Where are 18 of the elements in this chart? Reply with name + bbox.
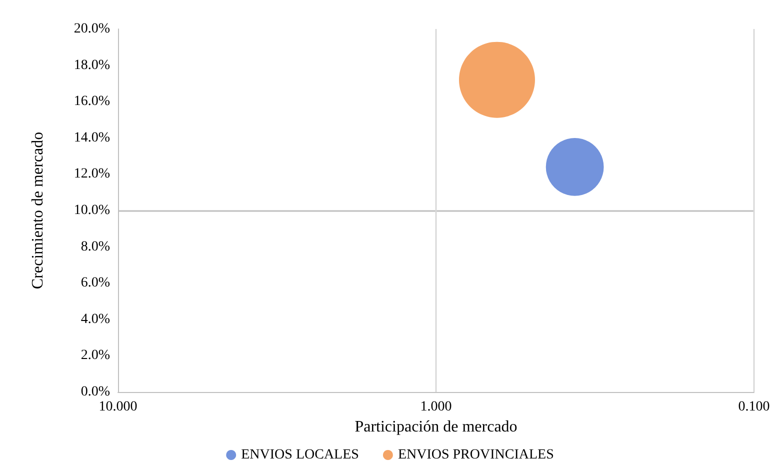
y-tick-label: 0.0% — [80, 384, 110, 400]
x-axis-title: Participación de mercado — [354, 418, 518, 436]
y-tick-label: 20.0% — [74, 22, 110, 36]
y-tick-label: 14.0% — [74, 130, 110, 146]
legend-label: ENVIOS PROVINCIALES — [398, 448, 554, 462]
y-tick-label: 6.0% — [80, 276, 110, 291]
y-tick-label: 16.0% — [74, 94, 110, 110]
y-tick-label: 4.0% — [80, 312, 110, 327]
legend-label: ENVIOS LOCALES — [241, 448, 359, 462]
y-tick-label: 2.0% — [80, 348, 110, 364]
y-tick-label: 10.0% — [74, 203, 110, 218]
y-tick-label: 18.0% — [74, 58, 110, 73]
y-tick-label: 12.0% — [74, 166, 110, 182]
x-tick-label: 10.000 — [98, 400, 138, 414]
x-tick-label: 1.000 — [420, 400, 452, 414]
y-axis-title: Crecimiento de mercado — [30, 132, 46, 290]
y-tick-label: 8.0% — [80, 239, 110, 254]
x-tick-label: 0.100 — [738, 400, 770, 414]
